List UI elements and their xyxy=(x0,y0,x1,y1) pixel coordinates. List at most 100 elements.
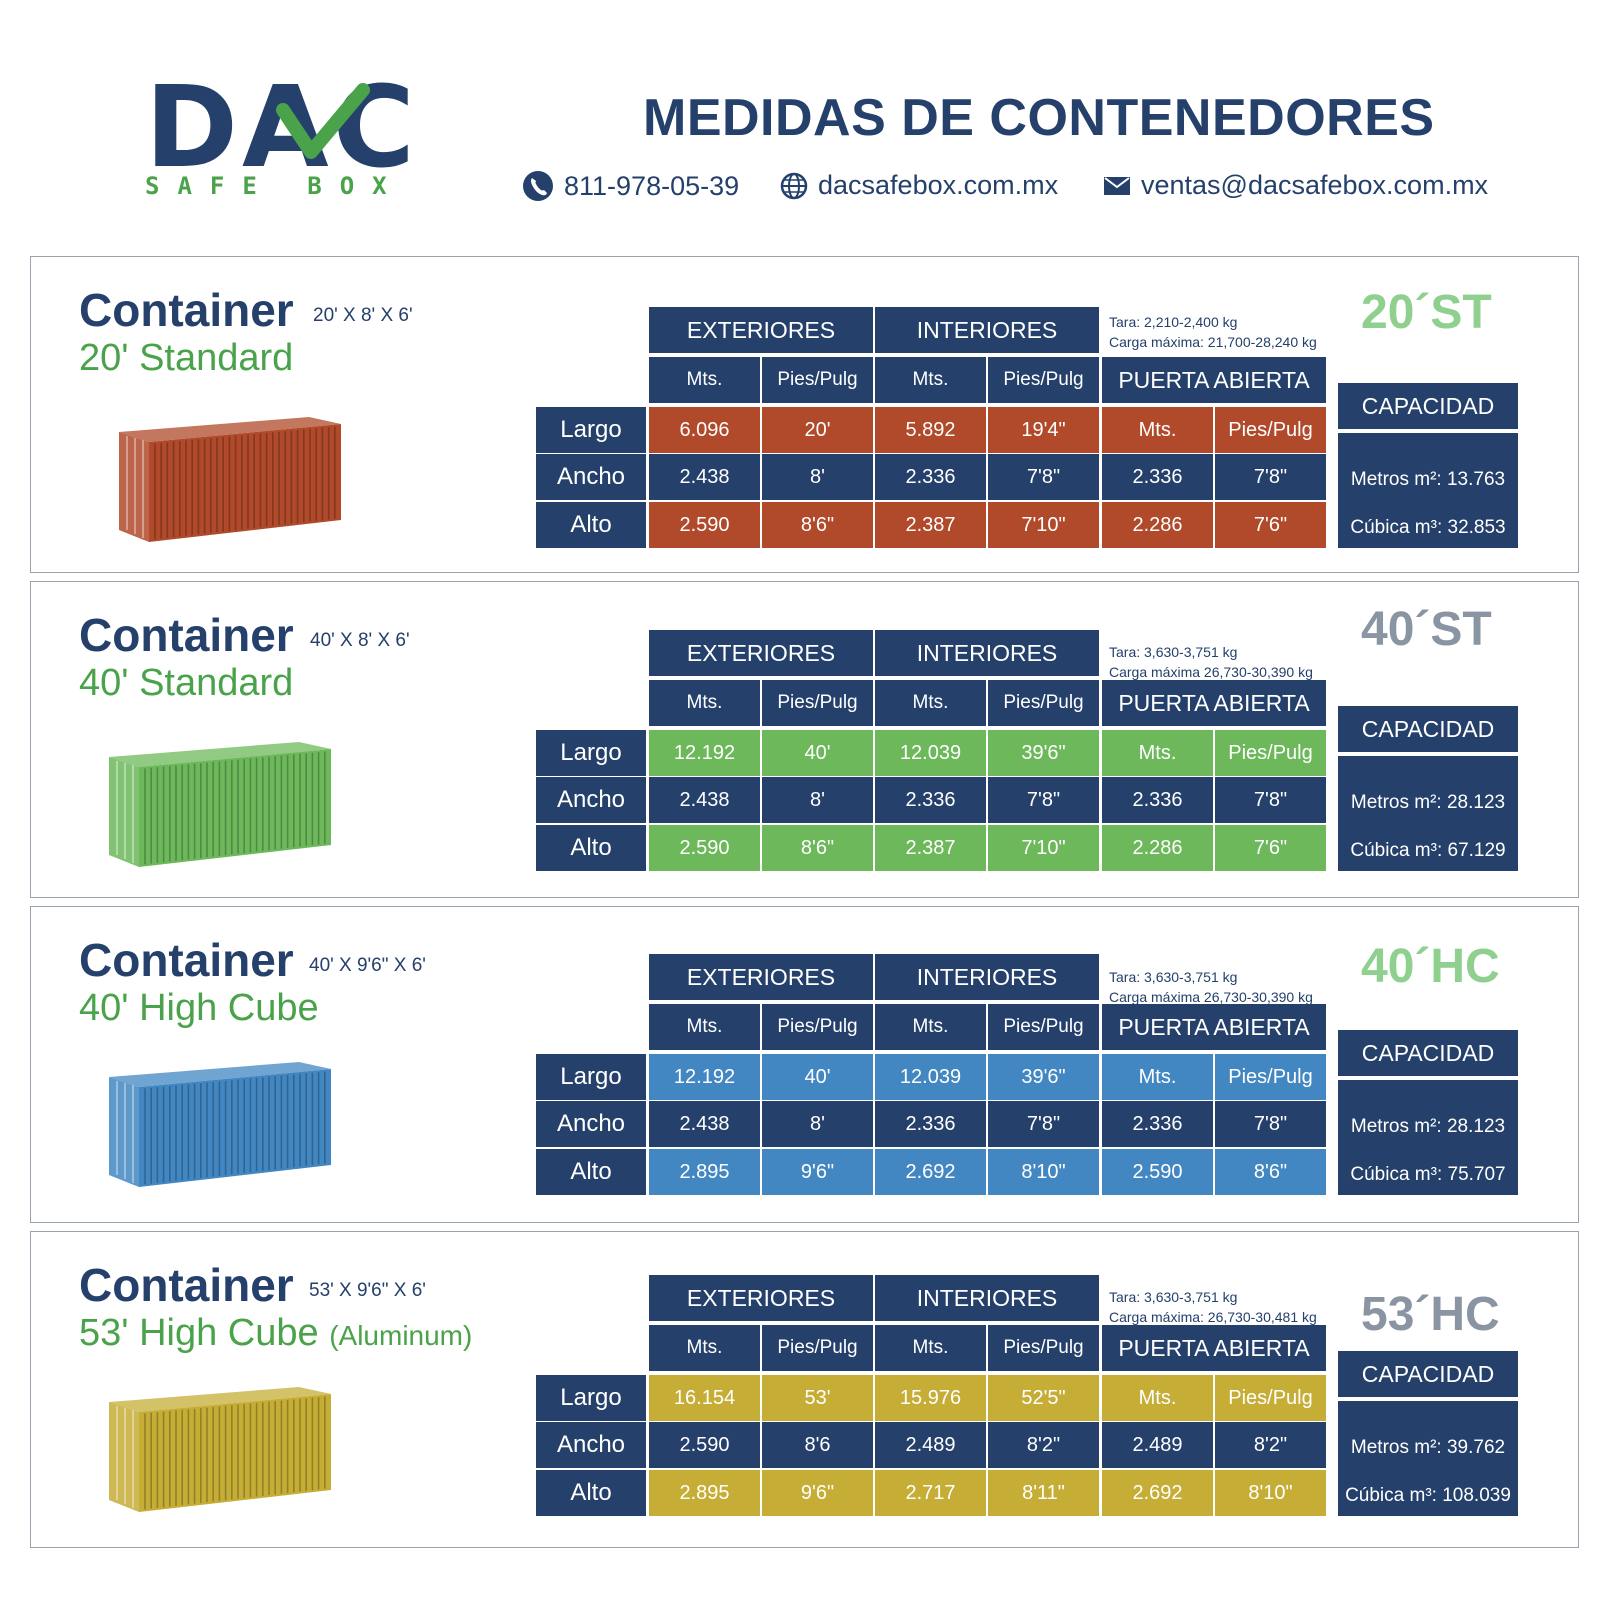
capacidad-box: Metros m²: 39.762 Cúbica m³: 108.039 xyxy=(1338,1401,1518,1516)
container-dimensions: 40' X 8' X 6' xyxy=(310,630,410,651)
cubica-value: Cúbica m³: 32.853 xyxy=(1350,517,1506,538)
table-cell: 2.895 xyxy=(649,1470,760,1516)
capacidad-box: Metros m²: 28.123 Cúbica m³: 67.129 xyxy=(1338,756,1518,871)
brand-logo: DAC SAFE BOX xyxy=(145,72,435,202)
table-cell: 40' xyxy=(762,1054,873,1100)
table-cell: 12.192 xyxy=(649,1054,760,1100)
pies-header: Pies/Pulg xyxy=(988,1004,1099,1050)
phone-contact[interactable]: 811-978-05-39 xyxy=(522,170,739,202)
shield-check-icon xyxy=(276,83,370,159)
table-cell: 2.438 xyxy=(649,777,760,823)
metros-value: Metros m²: 13.763 xyxy=(1350,469,1506,490)
table-cell: 7'10" xyxy=(988,502,1099,548)
table-cell: 2.336 xyxy=(875,454,986,500)
container-type: 53' High Cube xyxy=(79,1312,319,1354)
interiores-header: INTERIORES xyxy=(875,954,1099,1000)
table-cell: 8'6" xyxy=(762,825,873,871)
row-label-alto: Alto xyxy=(536,1470,646,1516)
pies-header: Pies/Pulg xyxy=(762,680,873,726)
mts-header: Mts. xyxy=(875,680,986,726)
tara-text: Tara: 3,630-3,751 kg xyxy=(1109,969,1238,985)
container-title: Container xyxy=(79,934,294,986)
shipping-container-image xyxy=(109,1387,331,1512)
puerta-abierta-header: PUERTA ABIERTA xyxy=(1102,1325,1326,1371)
weight-info: Tara: 3,630-3,751 kg Carga máxima: 26,730… xyxy=(1109,1287,1317,1327)
cubica-value: Cúbica m³: 75.707 xyxy=(1350,1164,1506,1185)
table-cell: 2.895 xyxy=(649,1149,760,1195)
table-cell: Pies/Pulg xyxy=(1215,1054,1326,1100)
shipping-container-image xyxy=(119,417,341,542)
mts-header: Mts. xyxy=(649,680,760,726)
container-subtitle: 53' High Cube (Aluminum) xyxy=(79,1312,472,1355)
website-contact[interactable]: dacsafebox.com.mx xyxy=(780,170,1058,201)
mts-header: Mts. xyxy=(875,1325,986,1371)
carga-maxima-text: Carga máxima: 26,730-30,481 kg xyxy=(1109,1309,1317,1325)
container-material: (Aluminum) xyxy=(329,1320,473,1351)
puerta-abierta-header: PUERTA ABIERTA xyxy=(1102,357,1326,403)
row-label-largo: Largo xyxy=(536,407,646,453)
table-cell: 2.692 xyxy=(875,1149,986,1195)
table-cell: 40' xyxy=(762,730,873,776)
shipping-container-image xyxy=(109,742,331,867)
table-cell: Mts. xyxy=(1102,1375,1213,1421)
row-label-ancho: Ancho xyxy=(536,777,646,823)
carga-maxima-text: Carga máxima: 21,700-28,240 kg xyxy=(1109,334,1317,350)
metros-value: Metros m²: 39.762 xyxy=(1350,1437,1506,1458)
table-cell: 12.192 xyxy=(649,730,760,776)
table-cell: 7'8" xyxy=(988,454,1099,500)
puerta-abierta-header: PUERTA ABIERTA xyxy=(1102,680,1326,726)
row-label-largo: Largo xyxy=(536,1375,646,1421)
table-cell: 7'8" xyxy=(988,777,1099,823)
pies-header: Pies/Pulg xyxy=(988,680,1099,726)
table-cell: 8'11" xyxy=(988,1470,1099,1516)
capacidad-header: CAPACIDAD xyxy=(1338,1351,1518,1397)
puerta-abierta-header: PUERTA ABIERTA xyxy=(1102,1004,1326,1050)
table-cell: 9'6" xyxy=(762,1470,873,1516)
container-section: Container 53' X 9'6" X 6' 53' High Cube (A… xyxy=(30,1231,1579,1548)
table-cell: 2.692 xyxy=(1102,1470,1213,1516)
table-cell: 8'10" xyxy=(1215,1470,1326,1516)
table-cell: 7'8" xyxy=(1215,454,1326,500)
container-subtitle: 40' Standard xyxy=(79,662,293,705)
interiores-header: INTERIORES xyxy=(875,307,1099,353)
tara-text: Tara: 3,630-3,751 kg xyxy=(1109,1289,1238,1305)
table-cell: 2.387 xyxy=(875,502,986,548)
table-cell: 20' xyxy=(762,407,873,453)
container-title: Container xyxy=(79,1259,294,1311)
table-cell: 16.154 xyxy=(649,1375,760,1421)
table-cell: 8'6 xyxy=(762,1422,873,1468)
tara-text: Tara: 2,210-2,400 kg xyxy=(1109,314,1238,330)
container-section: Container 40' X 8' X 6' 40' Standard 40´ST T… xyxy=(30,581,1579,898)
page-title: MEDIDAS DE CONTENEDORES xyxy=(643,89,1435,147)
shipping-container-image xyxy=(109,1062,331,1187)
table-cell: 8'2" xyxy=(1215,1422,1326,1468)
row-label-largo: Largo xyxy=(536,730,646,776)
email-contact[interactable]: ventas@dacsafebox.com.mx xyxy=(1103,170,1488,201)
table-cell: 8' xyxy=(762,454,873,500)
logo-subtitle: SAFE BOX xyxy=(145,172,405,200)
table-cell: 8' xyxy=(762,1101,873,1147)
pies-header: Pies/Pulg xyxy=(762,1004,873,1050)
carga-maxima-text: Carga máxima 26,730-30,390 kg xyxy=(1109,664,1313,680)
table-cell: 2.336 xyxy=(1102,1101,1213,1147)
table-cell: Pies/Pulg xyxy=(1215,730,1326,776)
mts-header: Mts. xyxy=(875,1004,986,1050)
pies-header: Pies/Pulg xyxy=(988,1325,1099,1371)
cubica-value: Cúbica m³: 67.129 xyxy=(1350,840,1506,861)
table-cell: 9'6" xyxy=(762,1149,873,1195)
table-cell: 2.336 xyxy=(1102,777,1213,823)
container-section: Container 20' X 8' X 6' 20' Standard 20´ST T… xyxy=(30,256,1579,573)
table-cell: 8'6" xyxy=(1215,1149,1326,1195)
exteriores-header: EXTERIORES xyxy=(649,630,873,676)
table-cell: 2.336 xyxy=(875,777,986,823)
container-dimensions: 40' X 9'6" X 6' xyxy=(309,955,426,976)
table-cell: 39'6" xyxy=(988,730,1099,776)
table-cell: Mts. xyxy=(1102,1054,1213,1100)
table-cell: 12.039 xyxy=(875,1054,986,1100)
capacidad-box: Metros m²: 28.123 Cúbica m³: 75.707 xyxy=(1338,1080,1518,1195)
capacidad-box: Metros m²: 13.763 Cúbica m³: 32.853 xyxy=(1338,433,1518,548)
row-label-alto: Alto xyxy=(536,502,646,548)
table-cell: 2.590 xyxy=(649,1422,760,1468)
weight-info: Tara: 2,210-2,400 kg Carga máxima: 21,700… xyxy=(1109,312,1317,352)
table-cell: 2.286 xyxy=(1102,502,1213,548)
